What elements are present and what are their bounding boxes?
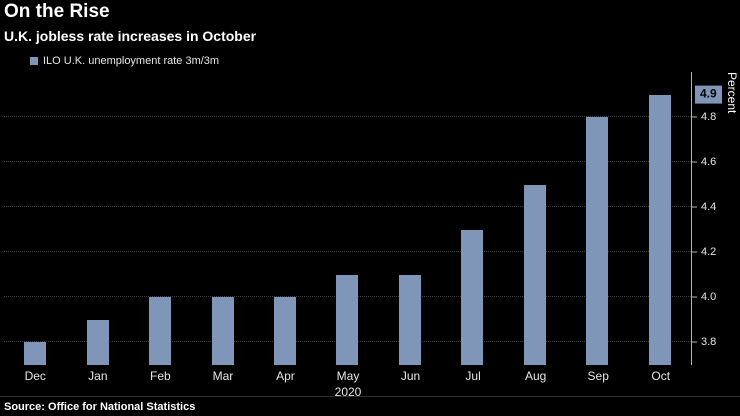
bar-jun — [398, 274, 421, 365]
x-tick-label: Aug — [524, 369, 547, 383]
bar-cell — [129, 72, 191, 365]
bar-apr — [274, 297, 297, 365]
year-label: 2020 — [334, 385, 362, 399]
y-tick-label: 3.8 — [701, 336, 717, 349]
x-tick-label: Jan — [88, 369, 108, 383]
bar-cell — [566, 72, 628, 365]
gridline — [4, 161, 691, 163]
gridline — [4, 251, 691, 253]
x-tick-cell: Aug — [504, 369, 567, 399]
bar-aug — [523, 184, 546, 365]
bar-jul — [461, 229, 484, 365]
bar-cell — [254, 72, 316, 365]
x-tick-cell: May 2020 — [317, 369, 380, 399]
legend-swatch-icon — [30, 57, 38, 65]
y-tick-mark — [692, 296, 697, 298]
bar-jan — [86, 319, 109, 365]
x-tick-cell: Jun — [379, 369, 442, 399]
y-tick-label: 4.2 — [701, 246, 717, 259]
legend-label: ILO U.K. unemployment rate 3m/3m — [43, 55, 220, 67]
x-tick-label: Feb — [150, 369, 171, 383]
y-tick-label: 4.4 — [701, 201, 717, 214]
x-axis-labels: Dec Jan Feb Mar Apr May 2020 Jun Jul Aug Sep Oct — [4, 369, 692, 399]
bar-feb — [149, 297, 172, 365]
x-tick-cell: Jul — [442, 369, 505, 399]
y-tick-label: 4.0 — [701, 291, 717, 304]
y-tick-mark — [692, 251, 697, 253]
y-tick-mark — [692, 206, 697, 208]
bar-cell — [504, 72, 566, 365]
x-tick-label: Mar — [212, 369, 234, 383]
plot-area — [4, 72, 692, 365]
bar-oct — [648, 94, 671, 365]
bar-cell — [629, 72, 691, 365]
bar-dec — [24, 342, 47, 365]
y-tick-mark — [692, 116, 697, 118]
gridline — [4, 116, 691, 118]
legend: ILO U.K. unemployment rate 3m/3m — [30, 55, 219, 67]
x-tick-cell: Dec — [4, 369, 67, 399]
x-tick-label: May — [336, 369, 360, 383]
bar-cell — [316, 72, 378, 365]
y-tick-mark — [692, 341, 697, 343]
x-tick-cell: Sep — [567, 369, 630, 399]
x-tick-label: Oct — [651, 369, 671, 383]
bar-cell — [379, 72, 441, 365]
x-tick-cell: Jan — [67, 369, 130, 399]
x-tick-cell: Oct — [629, 369, 692, 399]
x-tick-label: Jun — [400, 369, 421, 383]
bar-sep — [586, 117, 609, 365]
page-title: On the Rise — [4, 1, 110, 22]
x-tick-label: Apr — [276, 369, 295, 383]
chart-subtitle: U.K. jobless rate increases in October — [4, 28, 257, 44]
x-tick-cell: Apr — [254, 369, 317, 399]
gridline — [4, 206, 691, 208]
y-tick-mark — [692, 161, 697, 163]
x-tick-cell: Mar — [192, 369, 255, 399]
x-tick-label: Sep — [587, 369, 609, 383]
bar-cell — [191, 72, 253, 365]
bar-cell — [4, 72, 66, 365]
x-tick-cell: Feb — [129, 369, 192, 399]
y-axis-title: Percent — [725, 72, 739, 114]
y-axis-labels: 4.9 3.8 4.0 4.2 4.4 4.6 4.8 — [692, 72, 728, 365]
x-tick-label: Dec — [24, 369, 46, 383]
bar-cell — [66, 72, 128, 365]
bar-may — [336, 274, 359, 365]
x-tick-label: Jul — [465, 369, 481, 383]
bar-mar — [211, 297, 234, 365]
bar-cell — [441, 72, 503, 365]
bars-row — [4, 72, 691, 365]
y-tick-label: 4.6 — [701, 156, 717, 169]
last-value-badge: 4.9 — [695, 85, 722, 104]
source-note: Source: Office for National Statistics — [0, 396, 740, 413]
y-tick-label: 4.8 — [701, 111, 717, 124]
